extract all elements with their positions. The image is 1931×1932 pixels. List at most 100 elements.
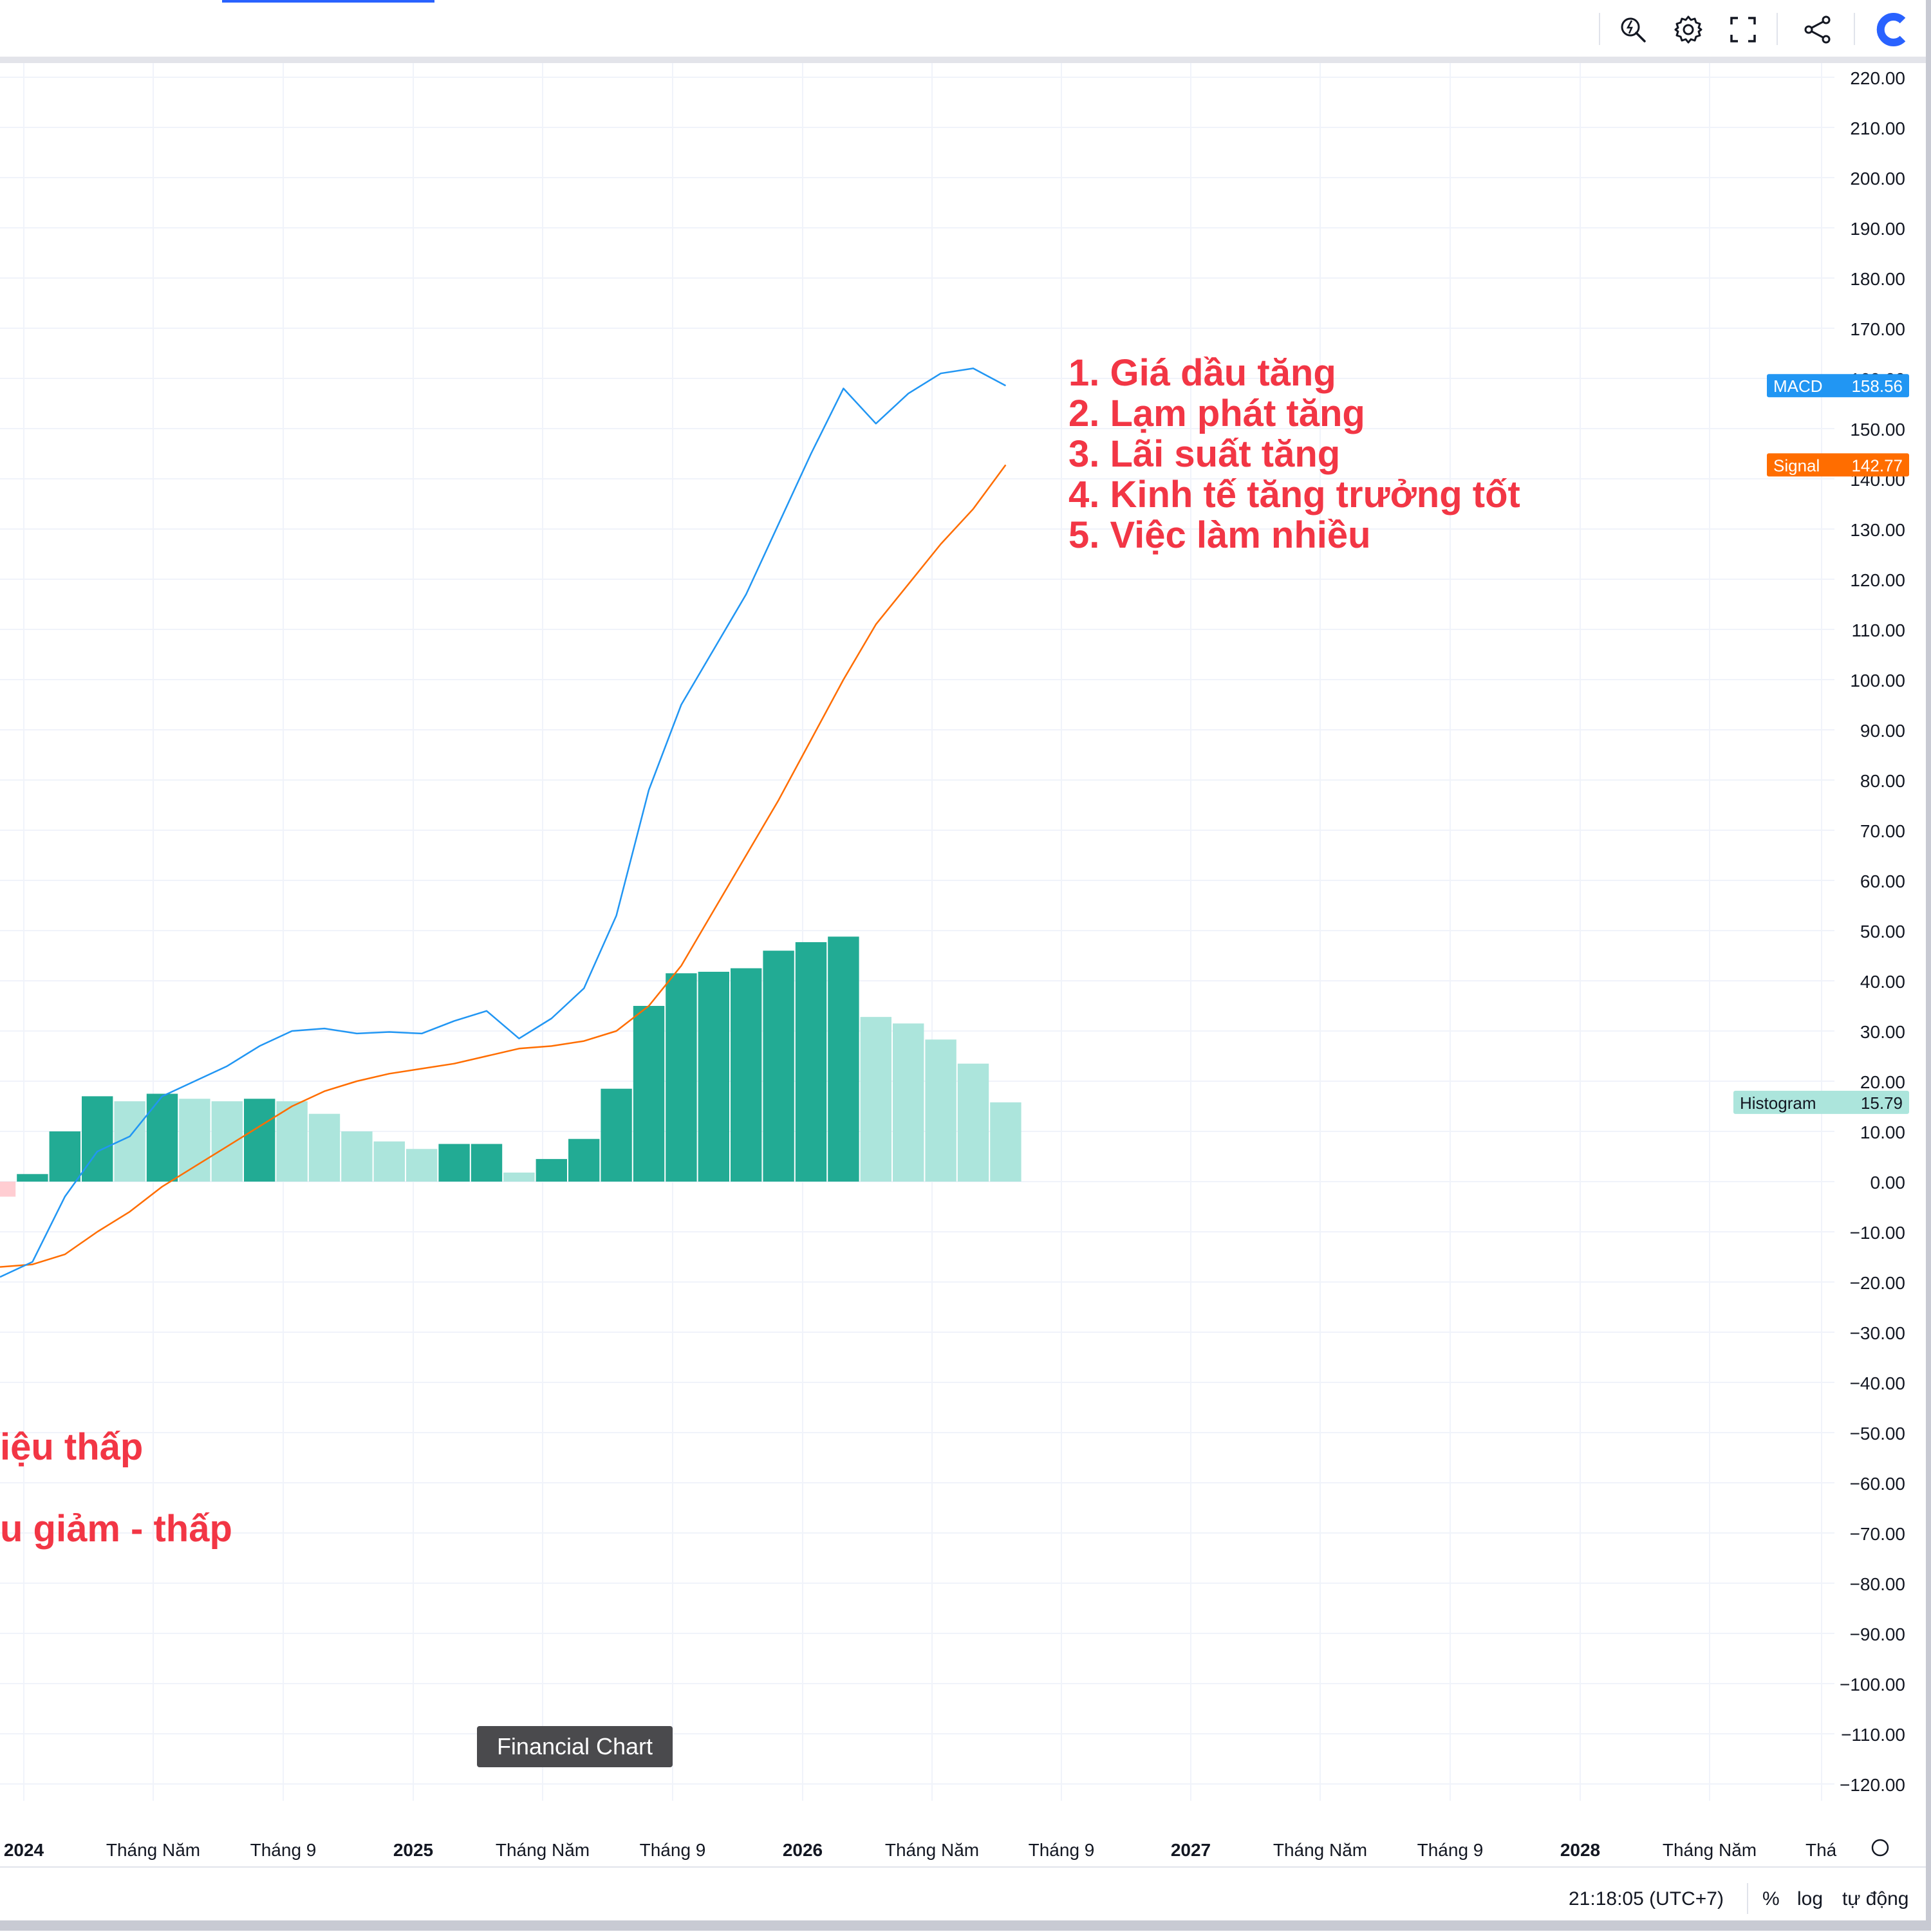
share-icon[interactable] bbox=[1798, 12, 1837, 48]
y-tick-label: 20.00 bbox=[1860, 1072, 1905, 1092]
signal-value: 142.77 bbox=[1851, 456, 1903, 475]
toolbar-separator bbox=[1854, 13, 1855, 45]
y-tick-label: 110.00 bbox=[1851, 620, 1905, 640]
macd-badge bbox=[1767, 374, 1909, 398]
histogram-bar bbox=[860, 1017, 891, 1182]
macd-value: 158.56 bbox=[1851, 376, 1903, 396]
annotation-item: 1. Giá dầu tăng bbox=[1068, 352, 1336, 394]
histogram-badge bbox=[1733, 1090, 1909, 1114]
x-tick-label: Tháng 9 bbox=[1029, 1840, 1095, 1860]
annotation-item: 4. Kinh tế tăng trưởng tốt bbox=[1068, 474, 1520, 516]
annotation-item: 2. Lạm phát tăng bbox=[1068, 393, 1365, 434]
y-tick-label: 120.00 bbox=[1850, 570, 1905, 590]
settings-icon[interactable] bbox=[1669, 12, 1708, 48]
histogram-bar bbox=[957, 1063, 989, 1182]
y-tick-label: 70.00 bbox=[1860, 821, 1905, 841]
histogram-bar bbox=[0, 1182, 16, 1197]
x-tick-label: Tháng 9 bbox=[1417, 1840, 1484, 1860]
fullscreen-icon[interactable] bbox=[1724, 12, 1762, 48]
histogram-bar bbox=[536, 1158, 567, 1182]
y-tick-label: −110.00 bbox=[1841, 1725, 1905, 1745]
brand-logo-icon[interactable] bbox=[1873, 12, 1912, 48]
x-tick-label: 2028 bbox=[1560, 1840, 1600, 1860]
annotation-item: 5. Việc làm nhiều bbox=[1068, 514, 1371, 556]
x-tick-label: Tháng Năm bbox=[106, 1840, 200, 1860]
histogram-bar bbox=[49, 1131, 80, 1182]
series-value-labels: MACD 158.56 Signal 142.77 Histogram 15.79 bbox=[1733, 374, 1909, 1114]
histogram-bar bbox=[406, 1149, 438, 1182]
active-tab-indicator bbox=[222, 0, 434, 3]
histogram-bar bbox=[633, 1006, 665, 1182]
histogram-bar bbox=[795, 942, 827, 1182]
histogram-bar bbox=[503, 1172, 535, 1182]
histogram-value: 15.79 bbox=[1861, 1093, 1903, 1113]
annotation-list: 1. Giá dầu tăng 2. Lạm phát tăng 3. Lãi … bbox=[1068, 353, 1520, 555]
log-scale-toggle[interactable]: log bbox=[1797, 1888, 1824, 1909]
y-tick-label: 220.00 bbox=[1850, 68, 1905, 88]
y-tick-label: 0.00 bbox=[1870, 1173, 1906, 1193]
histogram-bar bbox=[17, 1174, 48, 1182]
x-tick-label: Tháng 9 bbox=[250, 1840, 317, 1860]
y-tick-label: 100.00 bbox=[1850, 671, 1905, 691]
clock-timezone[interactable]: 21:18:05 (UTC+7) bbox=[1569, 1888, 1724, 1909]
macd-chart[interactable]: 220.00210.00200.00190.00180.00170.00160.… bbox=[0, 63, 1931, 1866]
x-tick-label: 2027 bbox=[1171, 1840, 1211, 1860]
y-tick-label: −30.00 bbox=[1850, 1323, 1905, 1343]
histogram-bar bbox=[82, 1096, 113, 1182]
y-tick-label: 10.00 bbox=[1860, 1122, 1905, 1142]
x-tick-label: Thá bbox=[1805, 1840, 1837, 1860]
macd-line bbox=[0, 367, 1006, 1278]
histogram-bar bbox=[731, 968, 762, 1182]
price-axis[interactable]: 220.00210.00200.00190.00180.00170.00160.… bbox=[1840, 68, 1905, 1795]
x-tick-label: 2024 bbox=[4, 1840, 44, 1860]
histogram-bar bbox=[698, 971, 729, 1182]
y-tick-label: −100.00 bbox=[1840, 1675, 1905, 1695]
axis-settings-icon[interactable] bbox=[1871, 1839, 1889, 1857]
y-tick-label: 60.00 bbox=[1860, 871, 1905, 891]
quick-search-icon[interactable] bbox=[1614, 12, 1652, 48]
toolbar-separator bbox=[1777, 13, 1778, 45]
annotation-item: 3. Lãi suất tăng bbox=[1068, 433, 1341, 475]
histogram-bar bbox=[925, 1039, 956, 1182]
histogram-bar bbox=[146, 1093, 178, 1182]
histogram-bar bbox=[308, 1113, 340, 1182]
y-tick-label: −60.00 bbox=[1850, 1474, 1905, 1494]
histogram-bar bbox=[244, 1099, 275, 1182]
y-tick-label: 180.00 bbox=[1850, 269, 1905, 289]
histogram-bar bbox=[211, 1101, 243, 1182]
percent-scale-toggle[interactable]: % bbox=[1762, 1888, 1780, 1909]
histogram-bar bbox=[341, 1131, 373, 1182]
toolbar-separator bbox=[1599, 13, 1600, 45]
y-tick-label: −80.00 bbox=[1850, 1574, 1905, 1594]
y-tick-label: 190.00 bbox=[1850, 219, 1905, 239]
y-tick-label: 30.00 bbox=[1860, 1022, 1905, 1042]
histogram-series bbox=[0, 936, 1021, 1197]
chart-watermark-label: Financial Chart bbox=[477, 1726, 673, 1767]
histogram-bar bbox=[601, 1088, 632, 1182]
histogram-bar bbox=[179, 1099, 210, 1182]
x-tick-label: Tháng Năm bbox=[1663, 1840, 1757, 1860]
signal-line bbox=[0, 464, 1007, 1268]
chart-grid bbox=[0, 63, 1834, 1801]
x-tick-label: Tháng Năm bbox=[496, 1840, 590, 1860]
window-frame-bottom bbox=[0, 1920, 1931, 1931]
y-tick-label: −120.00 bbox=[1840, 1775, 1905, 1795]
y-tick-label: 130.00 bbox=[1850, 520, 1905, 540]
y-tick-label: 150.00 bbox=[1850, 420, 1905, 440]
histogram-bar bbox=[568, 1138, 600, 1182]
auto-scale-toggle[interactable]: tự động bbox=[1842, 1888, 1909, 1909]
x-tick-label: 2025 bbox=[393, 1840, 433, 1860]
macd-name: MACD bbox=[1773, 376, 1823, 396]
bottombar-separator bbox=[1747, 1883, 1748, 1914]
y-tick-label: 200.00 bbox=[1850, 169, 1905, 189]
signal-name: Signal bbox=[1773, 456, 1820, 475]
x-tick-label: Tháng Năm bbox=[1273, 1840, 1367, 1860]
annotation-partial: u giảm - thấp bbox=[0, 1508, 232, 1550]
histogram-bar bbox=[471, 1144, 503, 1182]
signal-badge bbox=[1767, 453, 1909, 477]
y-tick-label: 90.00 bbox=[1860, 721, 1905, 741]
x-tick-label: 2026 bbox=[783, 1840, 823, 1860]
y-tick-label: −50.00 bbox=[1850, 1424, 1905, 1444]
time-axis[interactable]: 2024 Tháng Năm Tháng 9 2025 Tháng Năm Tháng 9… bbox=[4, 1839, 1889, 1860]
y-tick-label: −90.00 bbox=[1850, 1624, 1905, 1644]
